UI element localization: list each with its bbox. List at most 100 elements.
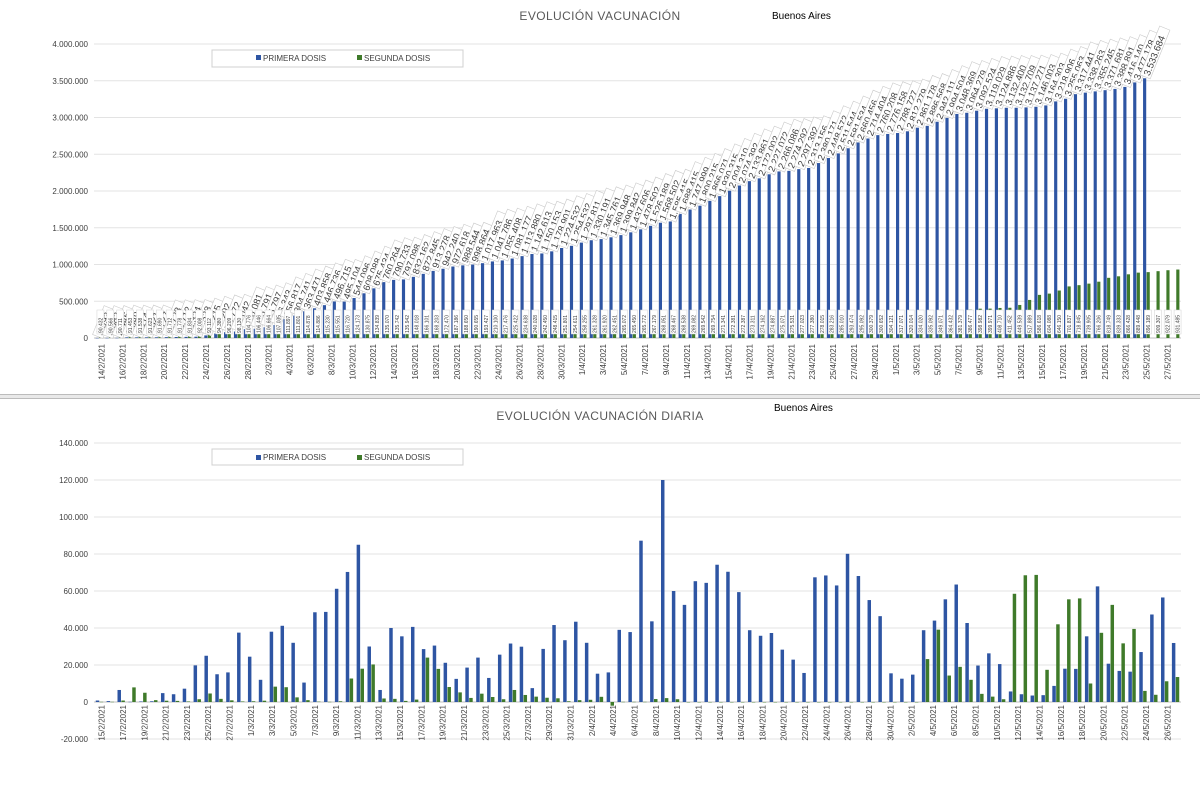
data-label-text: 115.551 bbox=[336, 315, 342, 333]
data-label-segunda: 408.710 bbox=[996, 310, 1004, 334]
data-label-text: 187.186 bbox=[454, 315, 460, 333]
bar-segunda-dosis bbox=[404, 701, 407, 702]
bar-primera-dosis bbox=[650, 621, 653, 702]
data-label-text: 251.801 bbox=[563, 315, 569, 333]
bar-segunda-dosis bbox=[143, 693, 146, 702]
x-tick-label: 23/2/2021 bbox=[183, 704, 192, 740]
bar-segunda-dosis bbox=[502, 699, 505, 702]
bar-primera-dosis bbox=[694, 581, 697, 702]
data-label-text: 135.942 bbox=[405, 315, 411, 333]
x-tick-label: 25/3/2021 bbox=[503, 704, 512, 740]
legend-swatch-segunda bbox=[357, 455, 362, 460]
data-label-text: 285.010 bbox=[840, 315, 846, 333]
data-label-segunda: 275.071 bbox=[779, 310, 787, 334]
x-tick-label: 26/3/2021 bbox=[516, 343, 525, 379]
bar-segunda-dosis bbox=[361, 669, 364, 702]
data-label-segunda: 398.982 bbox=[976, 310, 984, 334]
x-tick-label: 6/5/2021 bbox=[950, 704, 959, 736]
bar-primera-dosis bbox=[422, 649, 425, 702]
bar-segunda-dosis bbox=[524, 695, 527, 702]
x-tick-label: 22/2/2021 bbox=[181, 343, 190, 379]
bar-primera-dosis bbox=[628, 632, 631, 702]
bar-primera-dosis bbox=[1031, 696, 1034, 702]
data-label-text: 304.121 bbox=[889, 315, 895, 333]
data-label-text: 111.897 bbox=[286, 315, 292, 333]
data-label-text: 148.018 bbox=[415, 315, 421, 333]
legend-swatch-primera bbox=[256, 55, 261, 60]
data-label-segunda: 251.801 bbox=[561, 310, 569, 334]
bar-segunda-dosis bbox=[1176, 677, 1179, 702]
data-label-text: 718.845 bbox=[1077, 315, 1083, 333]
x-tick-label: 27/4/2021 bbox=[850, 343, 859, 379]
x-tick-label: 1/3/2021 bbox=[247, 704, 256, 736]
x-tick-label: 25/5/2021 bbox=[1143, 343, 1152, 379]
x-tick-label: 17/2/2021 bbox=[119, 704, 128, 740]
bar-primera-dosis bbox=[1063, 669, 1066, 702]
bar-segunda-dosis bbox=[1024, 575, 1027, 702]
bar-primera-dosis bbox=[672, 591, 675, 702]
data-label-segunda: 274.887 bbox=[769, 310, 777, 334]
data-label-segunda: 273.311 bbox=[749, 310, 757, 334]
bar-primera-dosis bbox=[585, 643, 588, 702]
data-label-text: 172.470 bbox=[444, 315, 450, 333]
x-tick-label: 5/5/2021 bbox=[934, 343, 943, 375]
data-label-segunda: 268.467 bbox=[670, 310, 678, 334]
data-label-segunda: 188.650 bbox=[463, 310, 471, 334]
bar-primera-dosis bbox=[933, 621, 936, 702]
bar-primera-dosis bbox=[998, 664, 1001, 702]
bar-segunda-dosis bbox=[469, 698, 472, 702]
data-label-text: 896.189 bbox=[1146, 315, 1152, 333]
bar-segunda-dosis bbox=[382, 698, 385, 702]
bar-primera-dosis bbox=[965, 113, 968, 338]
data-label-segunda: 364.432 bbox=[947, 310, 955, 334]
data-label-text: 300.652 bbox=[879, 315, 885, 333]
data-label-text: 111.801 bbox=[296, 315, 302, 333]
data-label-text: 295.092 bbox=[859, 315, 865, 333]
data-label-segunda: 386.477 bbox=[967, 310, 975, 334]
bar-primera-dosis bbox=[476, 658, 479, 702]
chart-subtitle: Buenos Aires bbox=[774, 403, 833, 414]
bar-segunda-dosis bbox=[926, 659, 929, 702]
data-label-segunda: 320.014 bbox=[907, 310, 915, 334]
bar-primera-dosis bbox=[389, 628, 392, 702]
data-label-text: 240.028 bbox=[533, 315, 539, 333]
x-tick-label: 11/3/2021 bbox=[353, 704, 362, 740]
x-tick-label: 2/4/2021 bbox=[588, 704, 597, 736]
bar-primera-dosis bbox=[936, 122, 939, 338]
y-tick-label: 100.000 bbox=[59, 513, 88, 522]
data-label-segunda: 111.897 bbox=[285, 310, 293, 334]
y-tick-label: 0 bbox=[84, 698, 89, 707]
bar-segunda-dosis bbox=[991, 697, 994, 702]
data-label-segunda: 130.875 bbox=[364, 310, 372, 334]
data-label-segunda: 265.450 bbox=[631, 310, 639, 334]
bar-segunda-dosis bbox=[415, 700, 418, 702]
x-tick-label: 2/5/2021 bbox=[908, 704, 917, 736]
x-tick-label: 6/3/2021 bbox=[306, 343, 315, 375]
x-tick-label: 14/3/2021 bbox=[390, 343, 399, 379]
bar-primera-dosis bbox=[759, 636, 762, 702]
bar-primera-dosis bbox=[945, 118, 948, 338]
data-label-text: 277.023 bbox=[800, 315, 806, 333]
bar-segunda-dosis bbox=[295, 697, 298, 702]
y-tick-label: 1.000.000 bbox=[52, 261, 88, 270]
bar-primera-dosis bbox=[291, 643, 294, 702]
bar-primera-dosis bbox=[125, 337, 128, 338]
bar-primera-dosis bbox=[531, 688, 534, 702]
x-tick-label: 12/3/2021 bbox=[369, 343, 378, 379]
bar-primera-dosis bbox=[487, 678, 490, 702]
x-tick-label: 2/3/2021 bbox=[265, 343, 274, 375]
bar-primera-dosis bbox=[259, 680, 262, 702]
y-tick-label: 0 bbox=[84, 334, 89, 343]
data-label-segunda: 399.971 bbox=[986, 310, 994, 334]
data-label-segunda: 277.023 bbox=[799, 310, 807, 334]
x-tick-label: 3/3/2021 bbox=[268, 704, 277, 736]
x-tick-label: 23/4/2021 bbox=[808, 343, 817, 379]
data-label-segunda: 317.071 bbox=[897, 310, 905, 334]
data-label-text: 135.070 bbox=[385, 315, 391, 333]
x-tick-label: 13/5/2021 bbox=[1017, 343, 1026, 379]
data-label-text: 517.889 bbox=[1027, 315, 1033, 333]
data-label-segunda: 190.655 bbox=[472, 310, 480, 334]
bar-primera-dosis bbox=[215, 674, 218, 702]
legend-label-primera: PRIMERA DOSIS bbox=[263, 453, 326, 462]
x-tick-label: 17/5/2021 bbox=[1059, 343, 1068, 379]
